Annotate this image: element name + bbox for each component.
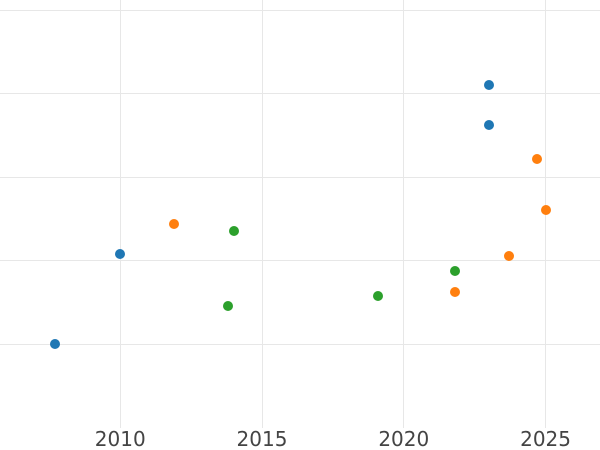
data-point-green [449, 265, 460, 276]
x-axis: 2010 2015 2020 2025 [0, 428, 600, 450]
data-point-orange [449, 287, 460, 298]
x-tick-label: 2020 [378, 426, 430, 450]
data-point-orange [532, 154, 543, 165]
v-gridline [119, 0, 121, 428]
data-point-orange [503, 251, 514, 262]
v-gridline [261, 0, 263, 428]
data-point-blue [483, 80, 494, 91]
data-point-green [228, 226, 239, 237]
data-point-green [373, 291, 384, 302]
data-point-green [222, 301, 233, 312]
data-point-blue [50, 339, 60, 349]
h-gridline [0, 343, 600, 345]
x-tick-label: 2025 [520, 426, 571, 450]
x-tick-label: 2015 [236, 426, 288, 450]
h-gridline [0, 176, 600, 178]
data-point-blue [483, 120, 494, 131]
data-point-orange [540, 204, 551, 215]
data-point-orange [169, 218, 180, 229]
h-gridline [0, 93, 600, 95]
v-gridline [403, 0, 405, 428]
plot-area [0, 0, 600, 428]
h-gridline [0, 9, 600, 11]
x-tick-label: 2010 [94, 426, 146, 450]
data-point-blue [115, 248, 126, 259]
h-gridline [0, 260, 600, 261]
